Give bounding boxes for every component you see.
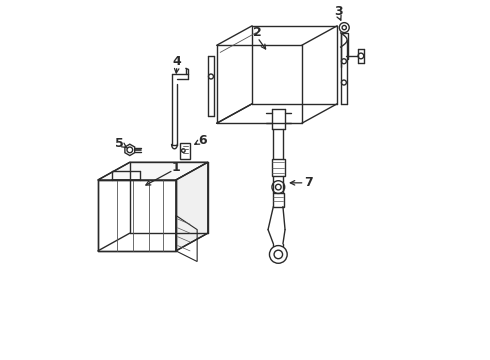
Polygon shape [98, 162, 208, 180]
Text: 4: 4 [172, 55, 181, 68]
Text: 6: 6 [198, 134, 207, 147]
Text: 5: 5 [115, 138, 123, 150]
Text: 1: 1 [172, 161, 180, 174]
Text: 7: 7 [304, 176, 313, 189]
Text: 3: 3 [335, 5, 343, 18]
Text: 2: 2 [253, 26, 262, 39]
Polygon shape [176, 162, 208, 251]
